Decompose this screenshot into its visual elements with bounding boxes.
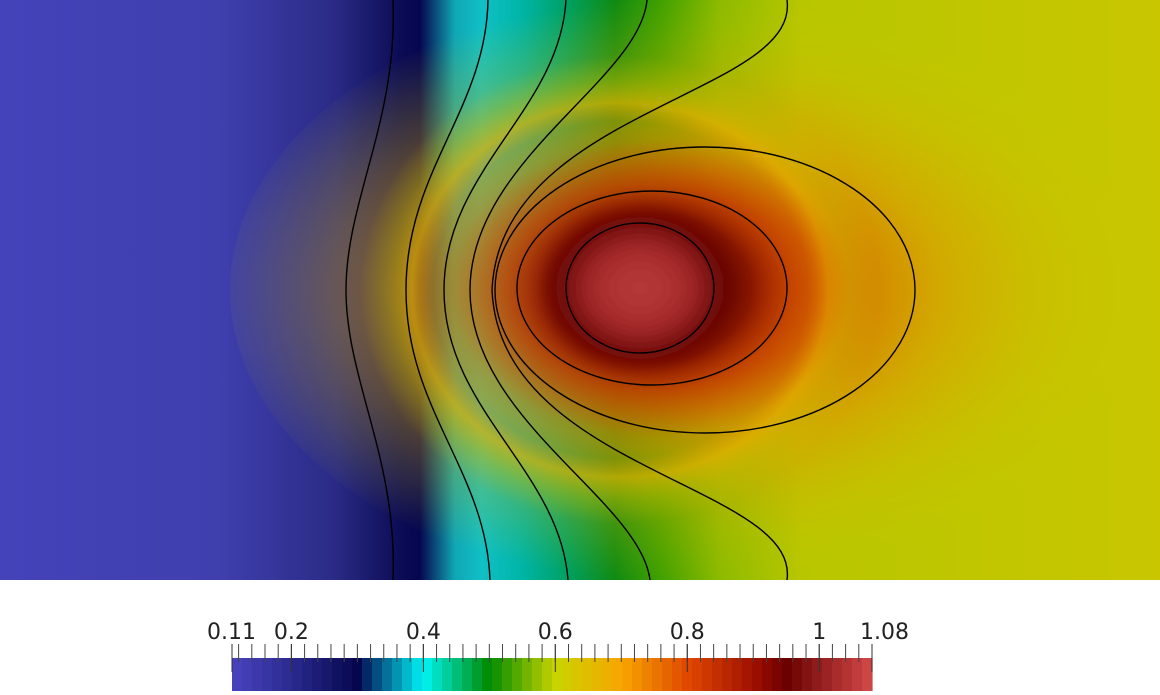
colorbar-swatch [712, 658, 723, 691]
colorbar-tick-labels: 0.11 0.2 0.4 0.6 0.8 1 1.08 [207, 620, 909, 645]
colorbar-ticks [231, 644, 873, 672]
colorbar-swatch [752, 658, 763, 691]
colorbar: 0.11 0.2 0.4 0.6 0.8 1 1.08 [207, 620, 909, 691]
contour-line [494, 146, 916, 434]
colorbar-swatch [342, 658, 353, 691]
colorbar-swatch [742, 658, 753, 691]
colorbar-swatch [392, 658, 403, 691]
colorbar-swatch [522, 658, 533, 691]
colorbar-swatch [722, 658, 733, 691]
colorbar-swatch [412, 658, 423, 691]
colorbar-swatch [252, 658, 263, 691]
colorbar-swatch [452, 658, 463, 691]
colorbar-swatch [482, 658, 493, 691]
colorbar-swatch [842, 658, 853, 691]
colorbar-swatch [582, 658, 593, 691]
colorbar-swatch [402, 658, 413, 691]
colorbar-swatch [382, 658, 393, 691]
colorbar-swatch [562, 658, 573, 691]
colorbar-swatch [632, 658, 643, 691]
colorbar-swatch [672, 658, 683, 691]
colorbar-swatch [572, 658, 583, 691]
colorbar-swatch [682, 658, 693, 691]
scalar-field-canvas [0, 0, 1160, 580]
contour-lines [345, 0, 916, 580]
colorbar-swatch [232, 658, 243, 691]
tick-label: 1.08 [860, 620, 909, 645]
tick-label: 0.4 [406, 620, 441, 645]
colorbar-swatch [302, 658, 313, 691]
colorbar-swatches [232, 658, 873, 691]
colorbar-swatch [322, 658, 333, 691]
colorbar-swatch [292, 658, 303, 691]
colorbar-swatch [612, 658, 623, 691]
colorbar-swatch [662, 658, 673, 691]
colorbar-swatch [362, 658, 373, 691]
contour-line [516, 190, 788, 386]
colorbar-swatch [802, 658, 813, 691]
scalar-field-plot [0, 0, 1160, 580]
colorbar-swatch [332, 658, 343, 691]
colorbar-swatch [422, 658, 433, 691]
colorbar-swatch [272, 658, 283, 691]
colorbar-legend: 0.11 0.2 0.4 0.6 0.8 1 1.08 [0, 580, 1160, 691]
colorbar-swatch [862, 658, 873, 691]
colorbar-swatch [692, 658, 703, 691]
tick-label: 0.8 [670, 620, 705, 645]
colorbar-swatch [312, 658, 323, 691]
contour-line [345, 0, 395, 580]
colorbar-swatch [472, 658, 483, 691]
colorbar-swatch [242, 658, 253, 691]
colorbar-swatch [462, 658, 473, 691]
colorbar-swatch [852, 658, 863, 691]
colorbar-swatch [502, 658, 513, 691]
colorbar-swatch [492, 658, 503, 691]
colorbar-swatch [792, 658, 803, 691]
contour-line [443, 0, 569, 580]
contour-line [469, 0, 651, 580]
colorbar-swatch [822, 658, 833, 691]
colorbar-swatch [282, 658, 293, 691]
colorbar-swatch [262, 658, 273, 691]
colorbar-swatch [372, 658, 383, 691]
colorbar-swatch [772, 658, 783, 691]
colorbar-swatch [812, 658, 823, 691]
colorbar-swatch [592, 658, 603, 691]
colorbar-swatch [732, 658, 743, 691]
colorbar-swatch [552, 658, 563, 691]
tick-label: 0.11 [207, 620, 256, 645]
tick-label: 0.6 [538, 620, 573, 645]
peak-core-shading [550, 213, 730, 363]
colorbar-swatch [762, 658, 773, 691]
colorbar-swatch [532, 658, 543, 691]
colorbar-swatch [512, 658, 523, 691]
colorbar-swatch [602, 658, 613, 691]
colorbar-swatch [442, 658, 453, 691]
contour-line [565, 222, 715, 354]
colorbar-swatch [702, 658, 713, 691]
colorbar-swatch [352, 658, 363, 691]
colorbar-swatch [542, 658, 553, 691]
colorbar-swatch [832, 658, 843, 691]
tick-label: 0.2 [274, 620, 309, 645]
tick-label: 1 [812, 620, 826, 645]
colorbar-swatch [652, 658, 663, 691]
colorbar-swatch [622, 658, 633, 691]
contour-line [405, 0, 491, 580]
colorbar-swatch [782, 658, 793, 691]
colorbar-swatch [432, 658, 443, 691]
colorbar-swatch [642, 658, 653, 691]
contour-line [491, 0, 788, 580]
